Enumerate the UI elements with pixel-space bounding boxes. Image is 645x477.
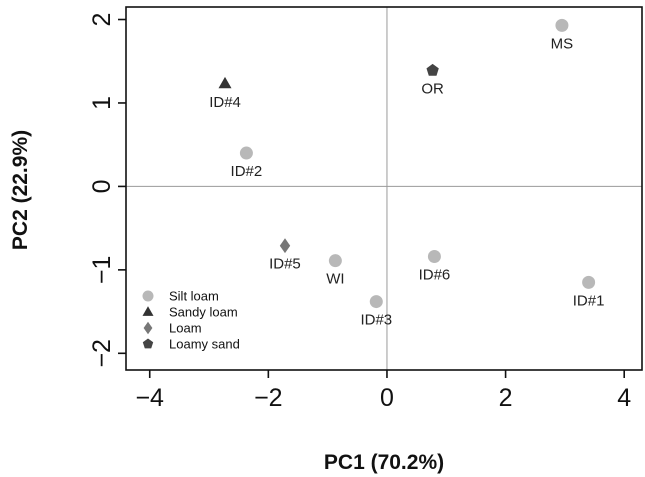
legend-marker-sandy-loam	[142, 306, 154, 316]
legend-marker-loam	[143, 321, 153, 335]
y-tick-label: 2	[88, 13, 116, 27]
x-tick-label: 0	[380, 384, 394, 412]
point-or	[426, 63, 439, 76]
point-id-2	[239, 146, 253, 160]
point-label-or: OR	[421, 80, 444, 97]
x-tick-label: −4	[135, 384, 164, 412]
point-id-3	[369, 295, 383, 309]
point-label-id-6: ID#6	[419, 267, 451, 284]
point-label-ms: MS	[551, 35, 574, 52]
y-tick-label: 0	[88, 179, 116, 193]
x-tick-label: 2	[499, 384, 513, 412]
point-wi	[328, 254, 342, 268]
legend-label-loamy-sand: Loamy sand	[169, 337, 240, 352]
point-id-1	[582, 275, 596, 289]
y-tick-label: −2	[88, 339, 116, 368]
legend-marker-loamy-sand	[142, 338, 154, 349]
x-axis-title: PC1 (70.2%)	[324, 451, 444, 474]
legend-label-silt-loam: Silt loam	[169, 289, 219, 304]
point-id-4	[218, 76, 232, 89]
point-ms	[555, 18, 569, 32]
legend-label-sandy-loam: Sandy loam	[169, 305, 238, 320]
y-axis-title: PC2 (22.9%)	[9, 130, 32, 250]
point-label-id-2: ID#2	[231, 163, 263, 180]
plot-area	[126, 7, 642, 370]
legend-marker-silt-loam	[142, 290, 154, 302]
y-tick-label: −1	[88, 256, 116, 285]
x-tick-label: −2	[254, 384, 283, 412]
plot-border	[125, 6, 643, 371]
x-tick-label: 4	[617, 384, 631, 412]
point-id-5	[279, 238, 291, 254]
point-label-id-3: ID#3	[360, 312, 392, 329]
legend-label-loam: Loam	[169, 321, 202, 336]
point-label-wi: WI	[326, 271, 344, 288]
point-label-id-5: ID#5	[269, 256, 301, 273]
point-label-id-4: ID#4	[209, 94, 241, 111]
point-id-6	[427, 250, 441, 264]
y-tick-label: 1	[88, 96, 116, 110]
point-label-id-1: ID#1	[573, 292, 605, 309]
